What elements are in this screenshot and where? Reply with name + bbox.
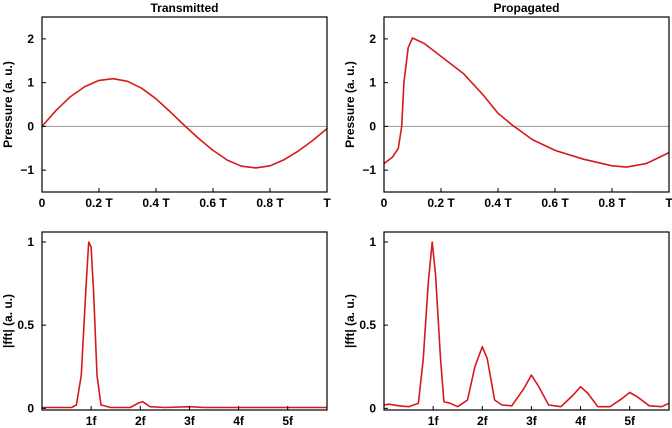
x-tick-label: 0.6 T <box>199 196 227 210</box>
y-tick-label: 2 <box>369 32 376 46</box>
y-axis-label: |fft| (a. u.) <box>343 294 357 348</box>
axes-frame <box>41 231 328 411</box>
subplot-title: Propagated <box>493 1 559 15</box>
subplot-2: 0 0.2 T 0.4 T 0.6 T 0.8 T T −1 0 1 2 Propagated Pre… <box>343 1 672 210</box>
y-tick-label: 0.5 <box>17 318 34 332</box>
x-tick-label: 0.6 T <box>541 196 569 210</box>
y-tick-label: 2 <box>27 32 34 46</box>
y-tick-label: 0 <box>369 401 376 415</box>
x-tick-label: 4f <box>233 414 245 428</box>
y-axis-label: |fft| (a. u.) <box>1 294 15 348</box>
x-tick-label: 0 <box>39 196 46 210</box>
y-tick-label: 1 <box>27 235 34 249</box>
subplot-4: 1f 2f 3f 4f 5f 0 0.5 1 |fft| (a. u.) <box>343 231 670 428</box>
y-tick-label: 0 <box>369 119 376 133</box>
y-tick-label: −1 <box>362 163 376 177</box>
subplot-1: 0 0.2 T 0.4 T 0.6 T 0.8 T T −1 0 1 2 Transmitted Pr… <box>1 1 331 210</box>
x-tick-label: 3f <box>526 414 538 428</box>
y-tick-label: 0.5 <box>359 318 376 332</box>
y-tick-label: −1 <box>20 163 34 177</box>
x-tick-label: 0.2 T <box>85 196 113 210</box>
x-tick-label: 3f <box>184 414 196 428</box>
x-tick-label: 2f <box>135 414 147 428</box>
x-tick-label: 1f <box>428 414 440 428</box>
x-tick-label: 2f <box>477 414 489 428</box>
y-tick-label: 1 <box>27 76 34 90</box>
x-tick-label: 4f <box>575 414 587 428</box>
y-tick-label: 1 <box>369 76 376 90</box>
x-tick-label: 0.8 T <box>256 196 284 210</box>
x-tick-label: 5f <box>624 414 636 428</box>
y-axis-label: Pressure (a. u.) <box>1 61 15 148</box>
data-series-line <box>42 77 327 169</box>
subplot-title: Transmitted <box>150 1 218 15</box>
axes-frame <box>383 231 670 411</box>
data-series-line <box>384 37 669 168</box>
y-tick-label: 0 <box>27 119 34 133</box>
data-series-line <box>42 241 327 409</box>
x-tick-label: 0.4 T <box>484 196 512 210</box>
subplot-3: 1f 2f 3f 4f 5f 0 0.5 1 |fft| (a. u.) <box>1 231 328 428</box>
axes-frame <box>383 16 670 193</box>
x-tick-label: 5f <box>282 414 294 428</box>
y-tick-label: 1 <box>369 235 376 249</box>
x-tick-label: 0 <box>381 196 388 210</box>
x-tick-label: T <box>665 196 672 210</box>
x-tick-label: 0.8 T <box>598 196 626 210</box>
x-tick-label: 0.2 T <box>427 196 455 210</box>
data-series-line <box>384 241 669 408</box>
x-tick-label: 0.4 T <box>142 196 170 210</box>
x-tick-label: 1f <box>86 414 98 428</box>
y-axis-label: Pressure (a. u.) <box>343 61 357 148</box>
x-tick-label: T <box>323 196 331 210</box>
axes-frame <box>41 16 328 193</box>
y-tick-label: 0 <box>27 401 34 415</box>
